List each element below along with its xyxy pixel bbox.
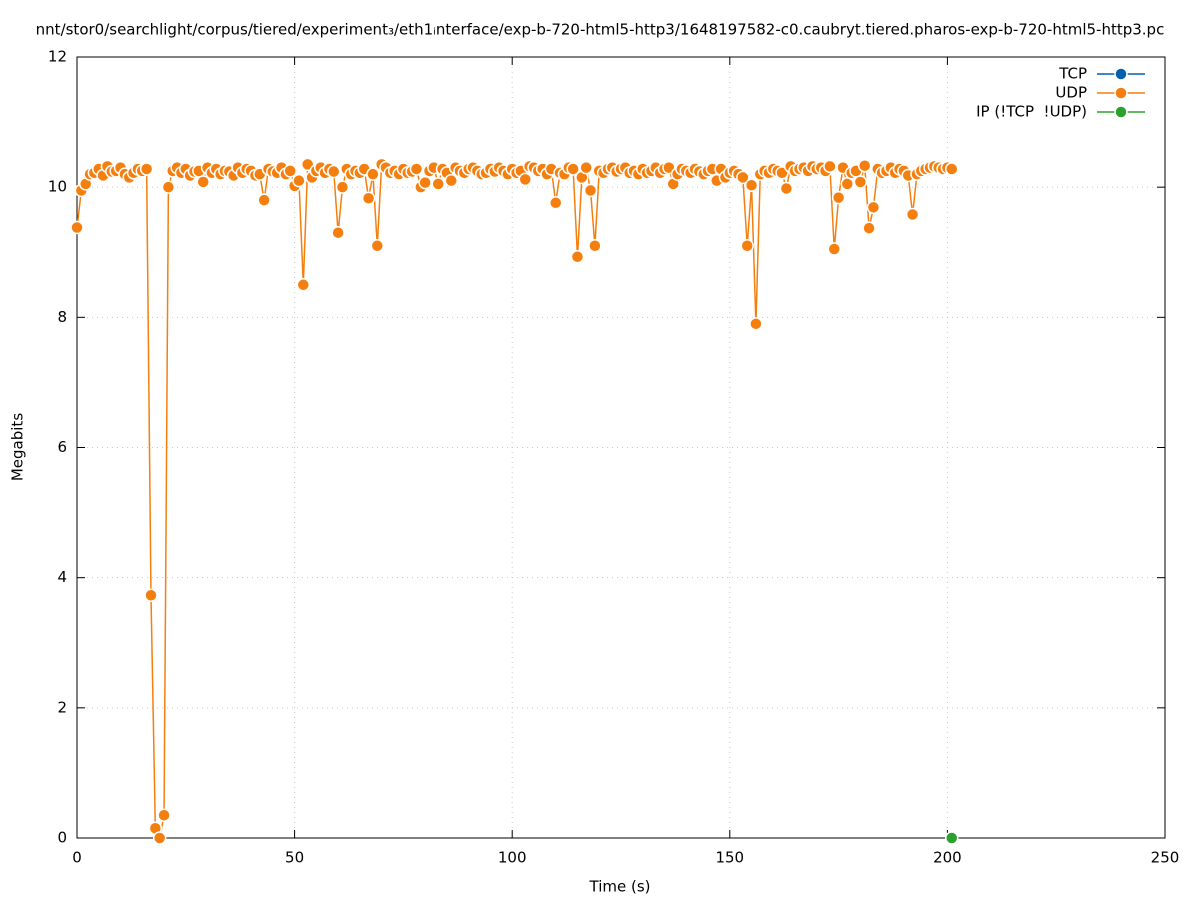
- y-tick-label: 8: [57, 308, 67, 326]
- data-point: [366, 167, 380, 181]
- x-tick-label: 50: [285, 849, 304, 867]
- y-tick-label: 0: [57, 829, 67, 847]
- data-point: [749, 317, 763, 331]
- data-point: [335, 180, 350, 194]
- data-point: [840, 177, 855, 191]
- x-axis-label: Time (s): [589, 878, 651, 896]
- series-line: [76, 162, 952, 841]
- data-point: [740, 238, 754, 253]
- y-tick-label: 2: [57, 698, 67, 716]
- y-tick-label: 12: [48, 48, 67, 66]
- data-point: [905, 207, 920, 222]
- x-tick-label: 100: [498, 849, 527, 867]
- data-point: [518, 172, 533, 187]
- data-point: [431, 177, 445, 191]
- data-point: [945, 162, 959, 176]
- data-point: [779, 181, 794, 196]
- data-point: [196, 175, 210, 189]
- data-point: [736, 170, 750, 185]
- x-tick-label: 150: [715, 849, 744, 867]
- data-point: [283, 164, 297, 178]
- data-point: [157, 808, 171, 822]
- data-point: [831, 190, 846, 205]
- data-point: [579, 160, 593, 175]
- data-point: [257, 193, 271, 207]
- data-point: [161, 180, 176, 194]
- data-point: [144, 588, 158, 602]
- legend-label: IP (!TCP !UDP): [976, 103, 1087, 121]
- x-tick-label: 0: [72, 849, 82, 867]
- data-point: [327, 164, 341, 179]
- chart-title: nnt/stor0/searchlight/corpus/tiered/expe…: [36, 21, 1165, 39]
- data-point: [292, 173, 306, 188]
- data-point: [823, 159, 837, 174]
- data-point: [853, 175, 868, 189]
- x-tick-label: 250: [1151, 849, 1180, 867]
- legend-label: TCP: [1058, 65, 1087, 83]
- data-point: [152, 831, 167, 845]
- data-point: [418, 175, 432, 190]
- data-point: [570, 250, 585, 264]
- data-point: [70, 220, 84, 235]
- data-point: [827, 242, 841, 256]
- data-point: [444, 173, 459, 188]
- data-point: [866, 200, 881, 215]
- y-tick-label: 6: [57, 438, 67, 456]
- data-point: [548, 196, 563, 210]
- data-point: [744, 178, 759, 192]
- legend-marker: [1114, 86, 1128, 100]
- plot-border: [76, 56, 1166, 839]
- data-point: [331, 225, 345, 240]
- data-point: [296, 278, 311, 292]
- data-point: [566, 162, 580, 176]
- data-point: [139, 162, 154, 176]
- x-tick-label: 200: [933, 849, 962, 867]
- data-point: [361, 191, 376, 205]
- data-point: [588, 238, 602, 253]
- legend-label: UDP: [1055, 84, 1087, 102]
- data-point: [370, 238, 385, 253]
- y-axis-label: Megabits: [9, 413, 27, 481]
- data-point: [945, 831, 959, 845]
- legend-marker: [1114, 105, 1128, 119]
- y-tick-label: 10: [48, 178, 67, 196]
- data-point: [857, 158, 872, 173]
- y-tick-label: 4: [57, 568, 67, 586]
- legend-marker: [1114, 67, 1128, 81]
- data-point: [862, 221, 876, 235]
- data-point: [583, 183, 598, 198]
- data-point: [409, 162, 424, 176]
